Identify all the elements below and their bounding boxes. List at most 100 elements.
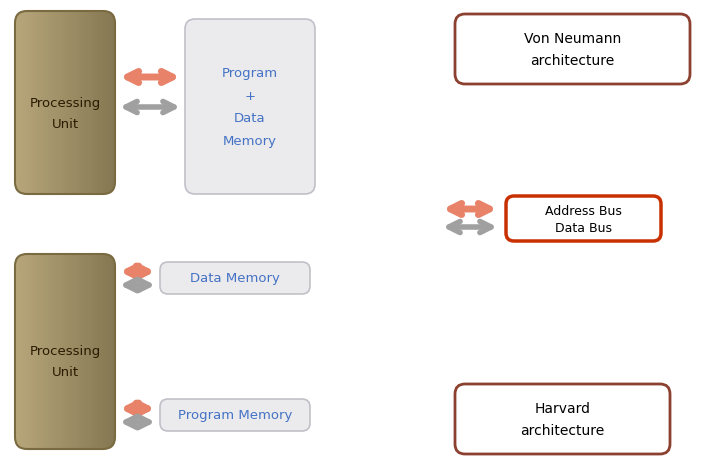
Bar	[35, 255, 37, 449]
Bar	[45, 255, 47, 449]
Bar	[81, 255, 84, 449]
Text: Program Memory: Program Memory	[178, 409, 292, 422]
Bar	[98, 12, 101, 194]
Bar	[85, 12, 87, 194]
Text: Processing
Unit: Processing Unit	[29, 96, 101, 130]
Bar	[27, 255, 29, 449]
Bar	[50, 255, 52, 449]
Bar	[80, 12, 82, 194]
Bar	[95, 12, 97, 194]
Text: Von Neumann
architecture: Von Neumann architecture	[524, 31, 621, 68]
Bar	[69, 12, 71, 194]
Bar	[107, 255, 109, 449]
Bar	[45, 12, 47, 194]
Bar	[37, 12, 39, 194]
Bar	[35, 12, 37, 194]
Bar	[70, 12, 72, 194]
Bar	[15, 12, 17, 194]
Bar	[20, 12, 22, 194]
Bar	[23, 12, 25, 194]
Bar	[17, 12, 19, 194]
Bar	[28, 12, 30, 194]
Bar	[18, 255, 21, 449]
Text: Processing
Unit: Processing Unit	[29, 345, 101, 379]
Bar	[37, 255, 39, 449]
Bar	[98, 255, 101, 449]
FancyBboxPatch shape	[455, 384, 670, 454]
Bar	[75, 255, 77, 449]
Bar	[81, 12, 84, 194]
Bar	[38, 255, 40, 449]
Bar	[57, 12, 59, 194]
Bar	[15, 255, 17, 449]
Bar	[60, 12, 62, 194]
Bar	[58, 12, 60, 194]
Bar	[55, 12, 57, 194]
Bar	[18, 12, 21, 194]
Bar	[100, 12, 102, 194]
Bar	[43, 12, 45, 194]
Bar	[108, 255, 110, 449]
Bar	[27, 12, 29, 194]
Bar	[84, 12, 86, 194]
Bar	[79, 12, 81, 194]
Bar	[25, 255, 27, 449]
Text: Address Bus: Address Bus	[545, 205, 622, 218]
Bar	[76, 12, 79, 194]
Bar	[40, 255, 42, 449]
Bar	[43, 255, 45, 449]
Bar	[103, 255, 105, 449]
Bar	[38, 12, 40, 194]
Bar	[93, 12, 96, 194]
Bar	[74, 255, 76, 449]
Bar	[52, 255, 54, 449]
Bar	[23, 255, 25, 449]
FancyBboxPatch shape	[15, 255, 115, 449]
Bar	[112, 255, 114, 449]
Bar	[57, 255, 59, 449]
Bar	[28, 255, 30, 449]
Bar	[33, 12, 35, 194]
Bar	[84, 255, 86, 449]
Bar	[53, 255, 55, 449]
Bar	[52, 12, 54, 194]
Bar	[108, 12, 110, 194]
Text: Program
+
Data
Memory: Program + Data Memory	[222, 66, 278, 148]
Bar	[69, 255, 71, 449]
Bar	[112, 12, 114, 194]
Bar	[50, 12, 52, 194]
Bar	[74, 12, 76, 194]
Bar	[75, 12, 77, 194]
Bar	[32, 12, 34, 194]
Bar	[90, 12, 92, 194]
Bar	[48, 255, 50, 449]
Bar	[30, 255, 32, 449]
Bar	[113, 255, 115, 449]
Bar	[70, 255, 72, 449]
Bar	[88, 255, 91, 449]
Bar	[67, 12, 69, 194]
Text: Data Bus: Data Bus	[555, 221, 612, 234]
Bar	[33, 255, 35, 449]
Bar	[105, 12, 107, 194]
Bar	[22, 12, 24, 194]
Bar	[91, 12, 94, 194]
Bar	[110, 12, 112, 194]
Bar	[58, 255, 60, 449]
Bar	[30, 12, 32, 194]
Bar	[53, 12, 55, 194]
Bar	[110, 255, 112, 449]
Bar	[79, 255, 81, 449]
FancyBboxPatch shape	[185, 20, 315, 194]
Bar	[91, 255, 94, 449]
Bar	[88, 12, 91, 194]
FancyBboxPatch shape	[160, 399, 310, 431]
Bar	[22, 255, 24, 449]
Bar	[42, 12, 44, 194]
Bar	[20, 255, 22, 449]
Bar	[47, 255, 49, 449]
FancyBboxPatch shape	[455, 15, 690, 85]
Bar	[25, 12, 27, 194]
Bar	[40, 12, 42, 194]
Bar	[62, 255, 64, 449]
